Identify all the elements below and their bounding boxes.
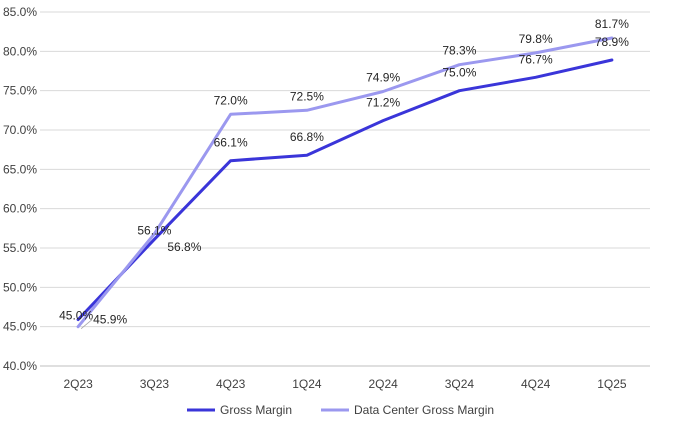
series-line-data-center-gross-margin — [76, 36, 614, 329]
x-tick-label: 4Q24 — [521, 377, 551, 391]
legend-label-gross-margin: Gross Margin — [220, 403, 292, 417]
y-tick-label: 60.0% — [3, 202, 37, 216]
data-label-data-center-gross-margin: 79.8% — [519, 32, 553, 46]
data-label-gross-margin: 71.2% — [366, 96, 400, 110]
y-axis: 40.0% 45.0% 50.0% 55.0% 60.0% 65.0% 70.0% 75.0%… — [3, 5, 37, 373]
y-tick-label: 50.0% — [3, 280, 37, 294]
leader-line — [80, 319, 93, 329]
y-tick-label: 75.0% — [3, 84, 37, 98]
x-axis: 2Q23 3Q23 4Q23 1Q24 2Q24 3Q24 4Q24 1Q25 — [63, 377, 626, 391]
x-tick-label: 1Q24 — [292, 377, 322, 391]
series-lines — [76, 36, 614, 329]
x-tick-label: 3Q23 — [140, 377, 170, 391]
data-label-gross-margin: 56.1% — [137, 223, 171, 237]
x-tick-label: 1Q25 — [597, 377, 627, 391]
data-label-data-center-gross-margin: 45.0% — [59, 309, 93, 323]
data-labels: 45.9%45.0% 56.1% 56.8% 66.1% 72.0% 66.8% 72.5%… — [59, 17, 629, 329]
y-tick-label: 45.0% — [3, 320, 37, 334]
y-tick-label: 85.0% — [3, 5, 37, 19]
data-label-gross-margin: 45.9% — [93, 313, 127, 327]
data-label-data-center-gross-margin: 72.5% — [290, 89, 324, 103]
x-tick-label: 4Q23 — [216, 377, 246, 391]
data-label-data-center-gross-margin: 56.8% — [167, 240, 201, 254]
y-tick-label: 70.0% — [3, 123, 37, 137]
data-label-data-center-gross-margin: 81.7% — [595, 17, 629, 31]
data-label-data-center-gross-margin: 72.0% — [214, 93, 248, 107]
data-label-gross-margin: 75.0% — [442, 66, 476, 80]
y-tick-label: 65.0% — [3, 162, 37, 176]
y-tick-label: 55.0% — [3, 241, 37, 255]
y-tick-label: 80.0% — [3, 44, 37, 58]
data-label-data-center-gross-margin: 78.3% — [442, 44, 476, 58]
x-tick-label: 2Q24 — [368, 377, 398, 391]
series-line-gross-margin — [76, 58, 614, 322]
legend-label-data-center-gross-margin: Data Center Gross Margin — [354, 403, 494, 417]
grid-lines — [40, 11, 650, 367]
data-label-data-center-gross-margin: 74.9% — [366, 70, 400, 84]
x-tick-label: 2Q23 — [63, 377, 93, 391]
y-tick-label: 40.0% — [3, 359, 37, 373]
legend: Gross Margin Data Center Gross Margin — [187, 403, 494, 417]
data-label-gross-margin: 66.1% — [214, 136, 248, 150]
data-label-gross-margin: 76.7% — [519, 52, 553, 66]
data-label-gross-margin: 78.9% — [595, 35, 629, 49]
data-label-gross-margin: 66.8% — [290, 130, 324, 144]
x-tick-label: 3Q24 — [445, 377, 475, 391]
